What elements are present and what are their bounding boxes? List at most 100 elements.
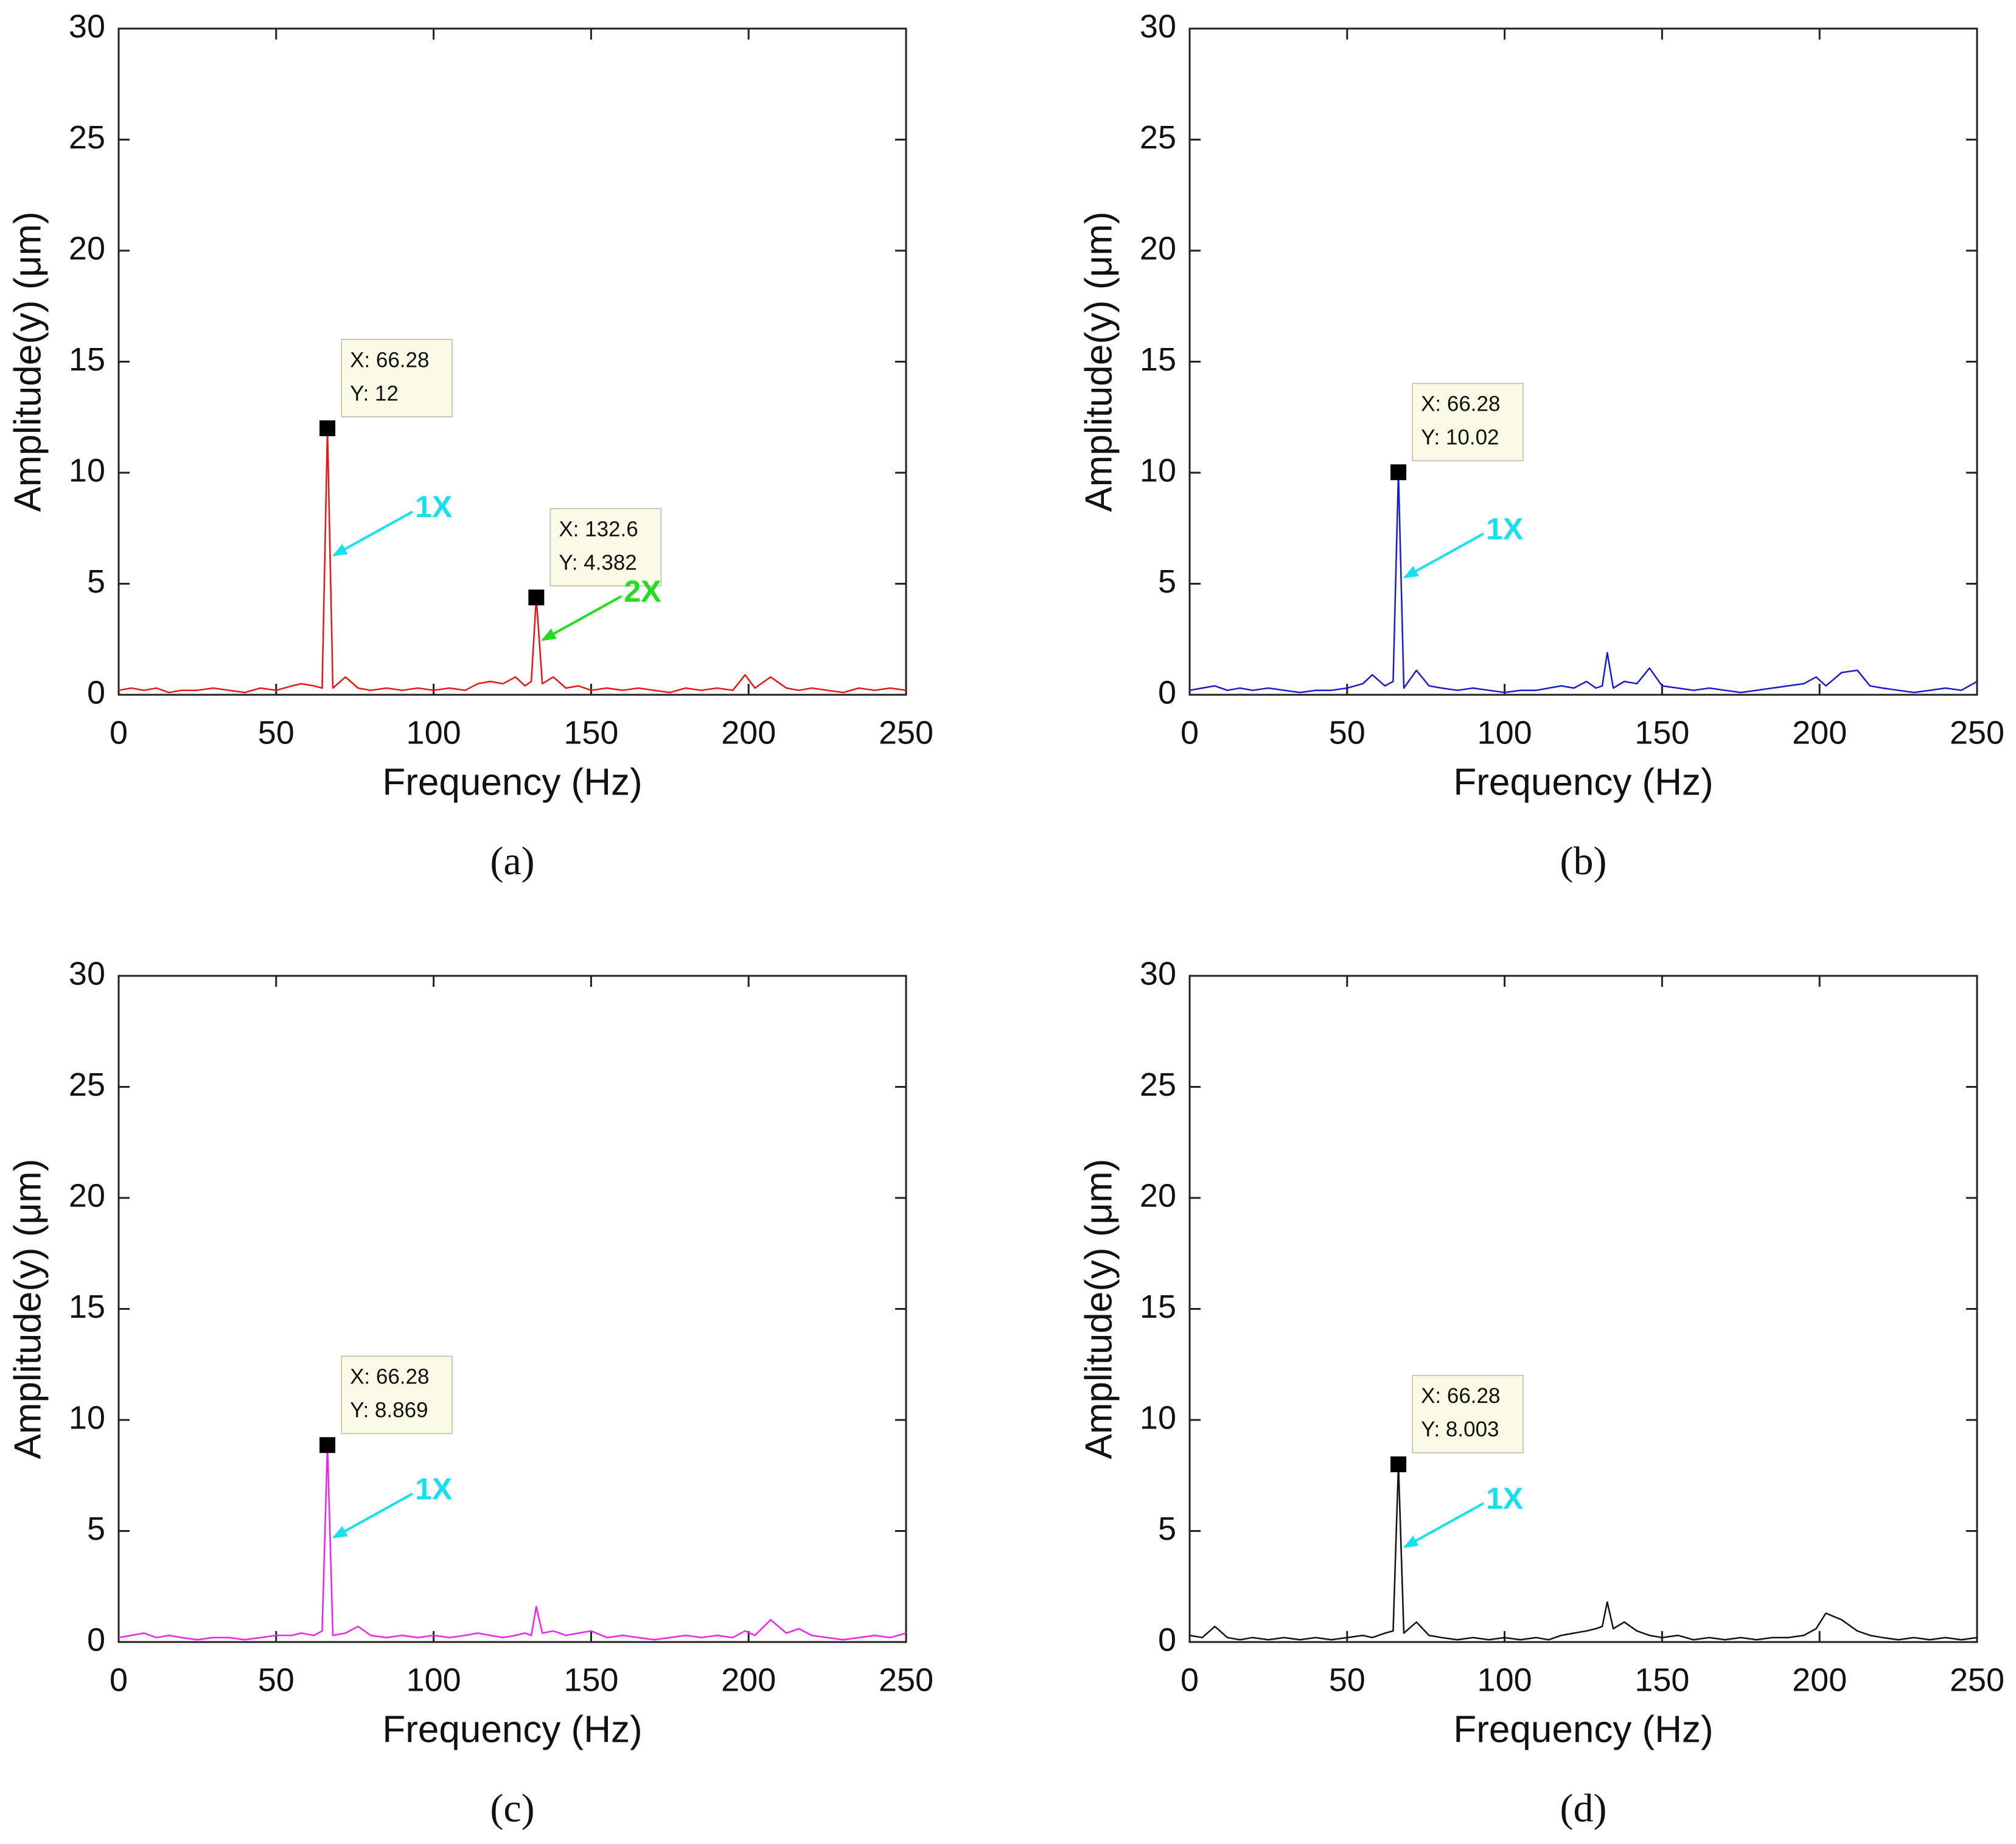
spectrum-line xyxy=(118,1444,907,1641)
y-tick-label: 15 xyxy=(1140,341,1176,378)
chart-panel: 0 5 10 15 20 25 30 0 50 100 150 200 250 Frequency (Hz… xyxy=(1078,8,2004,883)
datatip-x: X: 66.28 xyxy=(350,348,429,372)
plot-frame xyxy=(117,975,907,1643)
y-tick-label: 10 xyxy=(69,1399,105,1436)
annotation-label: 1X xyxy=(1486,1481,1523,1515)
y-tick-label: 20 xyxy=(69,230,105,266)
datatip-marker xyxy=(319,420,336,436)
x-tick-label: 0 xyxy=(1181,714,1199,751)
y-tick-label: 30 xyxy=(1140,8,1176,44)
annotation-label: 1X xyxy=(415,490,452,524)
datatip-x: X: 132.6 xyxy=(559,517,638,541)
datatip-box xyxy=(549,508,662,587)
panel-label: (a) xyxy=(490,839,534,883)
y-tick-label: 30 xyxy=(1140,955,1176,992)
x-tick-label: 0 xyxy=(1181,1661,1199,1698)
spectrum-line xyxy=(1189,471,1978,694)
datatip-y: Y: 8.003 xyxy=(1421,1418,1499,1441)
x-axis-label: Frequency (Hz) xyxy=(1453,761,1713,803)
x-tick-label: 150 xyxy=(563,714,618,751)
y-tick-label: 25 xyxy=(69,119,105,156)
annotation-label: 1X xyxy=(1486,512,1523,546)
y-tick-label: 5 xyxy=(1158,563,1176,600)
datatip-x: X: 66.28 xyxy=(1421,1384,1500,1408)
datatip-y: Y: 8.869 xyxy=(350,1399,428,1422)
x-tick-label: 50 xyxy=(258,1661,295,1698)
plot-frame xyxy=(1188,975,1978,1643)
y-tick-label: 20 xyxy=(1140,1177,1176,1214)
y-axis-label: Amplitude(y) (μm) xyxy=(7,1159,49,1460)
y-tick-label: 20 xyxy=(69,1177,105,1214)
y-tick-label: 10 xyxy=(69,452,105,489)
y-tick-label: 30 xyxy=(69,8,105,44)
datatip-marker xyxy=(319,1437,336,1453)
x-tick-label: 0 xyxy=(110,1661,128,1698)
x-tick-label: 50 xyxy=(1329,714,1366,751)
datatip-box xyxy=(1412,383,1524,462)
x-tick-label: 100 xyxy=(1477,714,1532,751)
panel-label: (d) xyxy=(1560,1786,1607,1831)
datatip-marker xyxy=(1390,464,1407,481)
y-tick-label: 25 xyxy=(1140,119,1176,156)
datatip-box xyxy=(341,339,453,417)
x-tick-label: 50 xyxy=(1329,1661,1366,1698)
x-tick-label: 150 xyxy=(1634,714,1689,751)
y-tick-label: 15 xyxy=(1140,1289,1176,1325)
annotation-arrow xyxy=(332,510,414,557)
x-tick-label: 0 xyxy=(110,714,128,751)
annotation-label: 2X xyxy=(624,574,661,608)
datatip-x: X: 66.28 xyxy=(350,1365,429,1389)
y-tick-label: 0 xyxy=(1158,1621,1176,1658)
y-tick-label: 25 xyxy=(69,1066,105,1103)
x-tick-label: 250 xyxy=(879,1661,933,1698)
x-tick-label: 250 xyxy=(879,714,933,751)
x-tick-label: 200 xyxy=(1792,714,1847,751)
y-tick-label: 5 xyxy=(1158,1511,1176,1547)
y-tick-label: 5 xyxy=(87,563,105,600)
datatip-marker xyxy=(1390,1456,1407,1472)
datatip-y: Y: 4.382 xyxy=(559,551,637,574)
annotation-arrow xyxy=(1403,1502,1485,1548)
datatip-y: Y: 12 xyxy=(350,381,399,405)
datatip-marker xyxy=(528,590,545,606)
y-tick-label: 0 xyxy=(1158,674,1176,711)
chart-panel: 0 5 10 15 20 25 30 0 50 100 150 200 250 Frequency (Hz… xyxy=(7,955,933,1831)
y-tick-label: 25 xyxy=(1140,1066,1176,1103)
datatip-y: Y: 10.02 xyxy=(1421,426,1499,450)
y-tick-label: 15 xyxy=(69,341,105,378)
x-tick-label: 100 xyxy=(406,1661,461,1698)
chart-panel: 0 5 10 15 20 25 30 0 50 100 150 200 250 Frequency (Hz… xyxy=(1078,955,2004,1831)
x-axis-label: Frequency (Hz) xyxy=(382,1708,642,1750)
x-tick-label: 50 xyxy=(258,714,295,751)
y-axis-label: Amplitude(y) (μm) xyxy=(1078,212,1120,512)
panel-label: (c) xyxy=(490,1786,534,1831)
datatip-box xyxy=(341,1355,453,1435)
x-tick-label: 100 xyxy=(406,714,461,751)
x-tick-label: 250 xyxy=(1950,714,2004,751)
y-tick-label: 20 xyxy=(1140,230,1176,266)
y-axis-label: Amplitude(y) (μm) xyxy=(1078,1159,1120,1460)
y-tick-label: 5 xyxy=(87,1511,105,1547)
x-tick-label: 250 xyxy=(1950,1661,2004,1698)
datatip-x: X: 66.28 xyxy=(1421,392,1500,416)
y-tick-label: 10 xyxy=(1140,1399,1176,1436)
chart-panel: 0 5 10 15 20 25 30 0 50 100 150 200 250 Frequency (Hz… xyxy=(7,8,933,883)
y-axis-label: Amplitude(y) (μm) xyxy=(7,212,49,512)
y-tick-label: 10 xyxy=(1140,452,1176,489)
y-tick-label: 0 xyxy=(87,1621,105,1658)
annotation-arrow xyxy=(332,1492,414,1539)
x-axis-label: Frequency (Hz) xyxy=(1453,1708,1713,1750)
x-axis-label: Frequency (Hz) xyxy=(382,761,642,803)
x-tick-label: 100 xyxy=(1477,1661,1532,1698)
annotation-label: 1X xyxy=(415,1472,452,1506)
plot-frame xyxy=(117,27,907,696)
y-tick-label: 15 xyxy=(69,1289,105,1325)
x-tick-label: 150 xyxy=(1634,1661,1689,1698)
spectrum-line xyxy=(1189,1463,1978,1641)
x-tick-label: 150 xyxy=(563,1661,618,1698)
datatip-box xyxy=(1412,1374,1524,1453)
spectrum-line xyxy=(118,427,907,694)
x-tick-label: 200 xyxy=(721,714,776,751)
annotation-arrow xyxy=(541,595,623,641)
